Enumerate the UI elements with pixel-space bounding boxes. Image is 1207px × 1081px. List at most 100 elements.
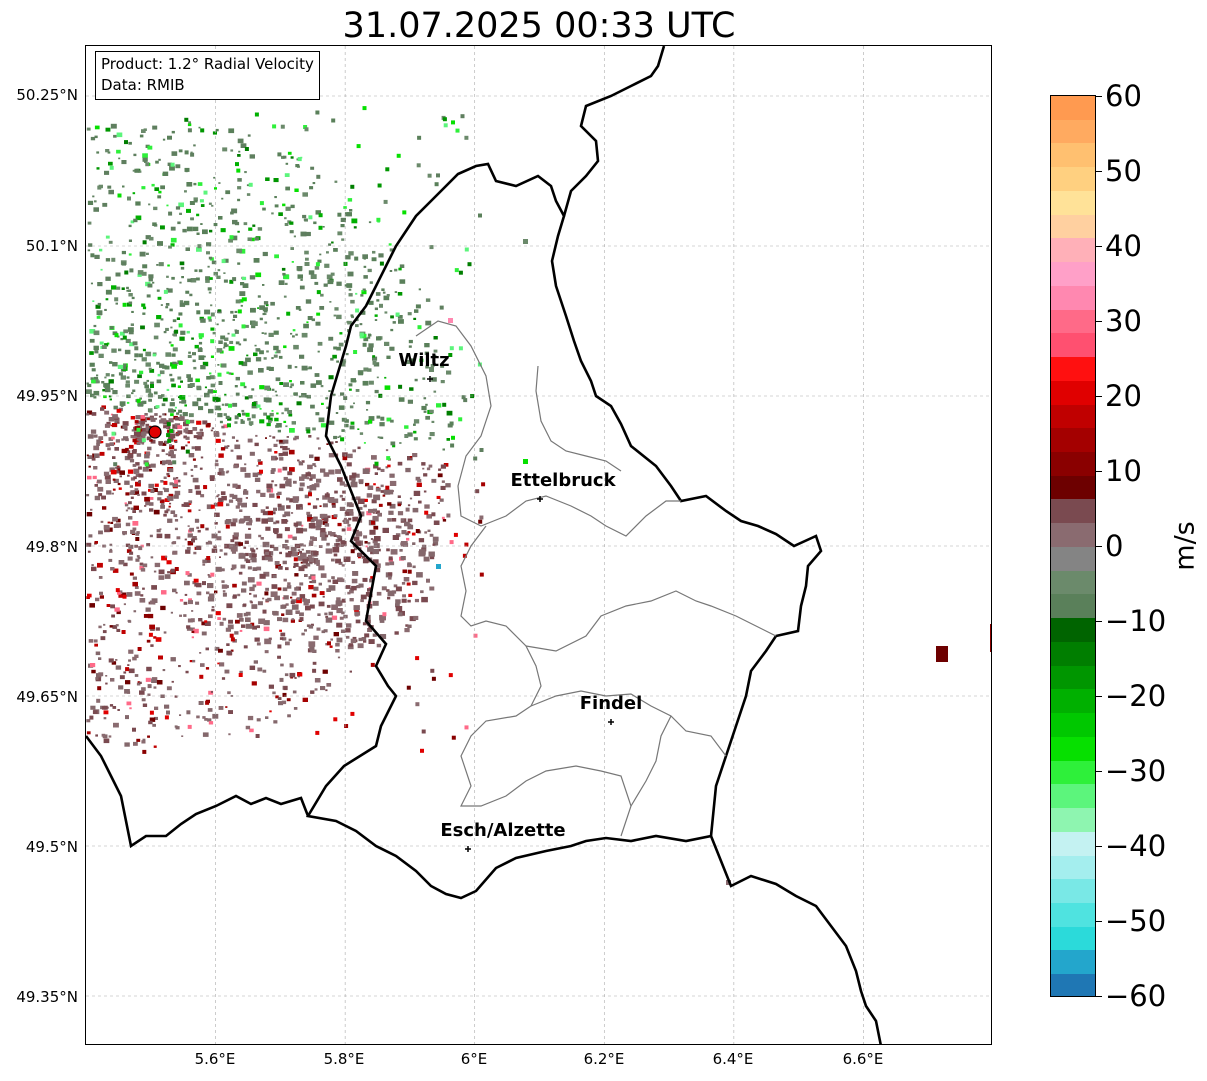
radar-echo-pixel — [244, 533, 252, 539]
radar-echo-pixel — [93, 639, 98, 643]
colorbar-tick — [1096, 471, 1102, 472]
radar-echo-pixel — [179, 261, 185, 266]
radar-echo-pixel — [86, 127, 91, 131]
radar-echo-pixel — [156, 454, 160, 457]
radar-echo-pixel — [407, 569, 412, 574]
radar-echo-pixel — [90, 705, 96, 710]
radar-echo-pixel — [141, 740, 146, 744]
radar-echo-pixel — [343, 261, 348, 266]
radar-echo-pixel — [117, 482, 121, 486]
radar-echo-pixel — [269, 412, 274, 417]
radar-echo-pixel — [273, 528, 279, 533]
radar-echo-pixel — [373, 525, 379, 530]
radar-echo-pixel — [263, 397, 270, 402]
radar-echo-pixel — [157, 241, 163, 246]
radar-echo-pixel — [251, 388, 255, 391]
radar-echo-pixel — [96, 698, 101, 703]
colorbar-tick-label: −20 — [1105, 679, 1167, 713]
radar-echo-pixel — [108, 240, 113, 244]
radar-echo-pixel — [407, 562, 411, 566]
radar-echo-pixel — [247, 715, 254, 721]
radar-echo-pixel — [86, 494, 90, 497]
radar-echo-pixel — [362, 468, 370, 474]
radar-echo-pixel — [361, 290, 367, 295]
radar-echo-pixel — [88, 465, 91, 468]
radar-echo-pixel — [175, 206, 181, 210]
radar-echo-pixel — [215, 611, 221, 616]
radar-echo-pixel — [171, 353, 176, 357]
radar-echo-pixel — [336, 360, 339, 363]
radar-echo-pixel — [446, 370, 452, 375]
radar-echo-pixel — [281, 267, 286, 271]
radar-echo-pixel — [154, 413, 158, 416]
radar-echo-pixel — [307, 517, 313, 522]
radar-echo-pixel — [144, 454, 150, 459]
radar-echo-pixel — [232, 402, 238, 407]
radar-echo-pixel — [312, 427, 316, 431]
radar-echo-pixel — [187, 525, 190, 527]
radar-echo-pixel — [425, 365, 429, 369]
radar-echo-pixel — [215, 128, 219, 132]
radar-echo-pixel — [191, 636, 194, 639]
radar-echo-pixel — [103, 705, 108, 710]
radar-echo-pixel — [228, 499, 234, 503]
radar-echo-pixel — [219, 471, 225, 476]
radar-echo-pixel — [113, 134, 117, 138]
radar-echo-pixel — [358, 371, 363, 376]
radar-echo-pixel — [299, 482, 305, 487]
radar-echo-pixel — [328, 336, 334, 341]
radar-echo-pixel — [189, 660, 193, 663]
radar-echo-pixel — [397, 612, 403, 617]
radar-echo-pixel — [481, 482, 486, 487]
radar-echo-pixel — [294, 677, 297, 679]
radar-echo-pixel — [128, 224, 132, 228]
radar-echo-pixel — [300, 561, 304, 564]
radar-echo-pixel — [117, 591, 121, 595]
radar-echo-pixel — [238, 413, 241, 415]
radar-echo-pixel — [171, 680, 174, 683]
radar-map[interactable] — [85, 45, 992, 1045]
radar-echo-pixel — [373, 543, 380, 548]
radar-echo-pixel — [96, 439, 102, 444]
radar-echo-pixel — [184, 580, 190, 586]
radar-echo-pixel — [133, 468, 140, 474]
radar-echo-pixel — [200, 128, 205, 133]
radar-echo-pixel — [156, 289, 160, 292]
radar-echo-pixel — [98, 576, 103, 579]
radar-echo-pixel — [184, 404, 187, 407]
radar-echo-pixel — [211, 427, 215, 430]
radar-echo-pixel — [178, 323, 183, 328]
radar-echo-pixel — [402, 594, 406, 598]
radar-echo-pixel — [387, 489, 394, 495]
radar-echo-pixel — [148, 408, 153, 413]
radar-echo-pixel — [108, 395, 112, 398]
radar-echo-pixel — [237, 186, 242, 190]
radar-echo-pixel — [418, 538, 425, 543]
radar-echo-pixel — [337, 212, 342, 217]
radar-echo-pixel — [239, 518, 246, 523]
radar-echo-pixel — [307, 316, 313, 320]
radar-echo-pixel — [172, 460, 177, 465]
radar-echo-pixel — [395, 312, 400, 317]
radar-echo-pixel — [175, 591, 178, 594]
radar-echo-pixel — [286, 311, 291, 316]
radar-echo-pixel — [339, 506, 346, 511]
radar-echo-pixel — [98, 353, 104, 358]
radar-echo-pixel — [412, 565, 416, 569]
radar-echo-pixel — [141, 186, 146, 190]
radar-echo-pixel — [272, 691, 276, 695]
radar-echo-pixel — [473, 633, 478, 638]
radar-echo-pixel — [221, 439, 225, 442]
radar-echo-pixel — [349, 209, 353, 212]
radar-echo-pixel — [139, 681, 142, 684]
radar-echo-pixel — [213, 390, 217, 393]
radar-echo-pixel — [367, 588, 372, 592]
radar-echo-pixel — [189, 293, 193, 297]
radar-echo-pixel — [388, 576, 392, 580]
radar-echo-pixel — [122, 185, 125, 188]
radar-echo-pixel — [340, 544, 344, 547]
radar-echo-pixel — [365, 400, 371, 405]
radar-site-marker — [148, 425, 162, 439]
radar-echo-pixel — [425, 298, 431, 302]
radar-echo-pixel — [328, 453, 335, 458]
